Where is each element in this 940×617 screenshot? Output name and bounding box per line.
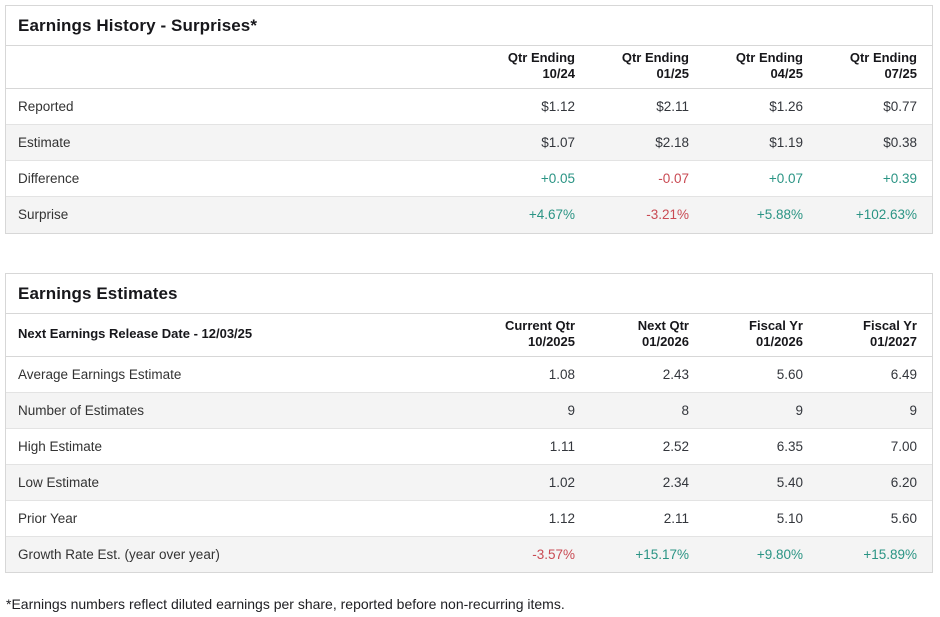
cell-value: 6.35 bbox=[704, 428, 818, 465]
earnings_estimates-column-header: Current Qtr 10/2025 bbox=[476, 313, 590, 357]
earnings_estimates-column-header: Next Qtr 01/2026 bbox=[590, 313, 704, 357]
cell-value: 1.08 bbox=[476, 356, 590, 393]
table-row: Growth Rate Est. (year over year) -3.57% +… bbox=[6, 536, 932, 572]
earnings-history-title: Earnings History - Surprises* bbox=[6, 6, 932, 46]
earnings-history-card: Earnings History - Surprises* Qtr Ending… bbox=[5, 5, 933, 234]
cell-value: 9 bbox=[818, 392, 932, 429]
cell-value: 1.11 bbox=[476, 428, 590, 465]
earnings_history-column-header: Qtr Ending 07/25 bbox=[818, 46, 932, 89]
table-row: Surprise +4.67% -3.21% +5.88% +102.63% bbox=[6, 196, 932, 233]
earnings_history-column-header: Qtr Ending 04/25 bbox=[704, 46, 818, 89]
earnings-estimates-title: Earnings Estimates bbox=[6, 274, 932, 314]
column-header-line2: 10/2025 bbox=[528, 333, 575, 349]
column-header-line1: Qtr Ending bbox=[849, 50, 917, 65]
earnings_estimates-column-header: Fiscal Yr 01/2027 bbox=[818, 313, 932, 357]
cell-value: 5.60 bbox=[704, 356, 818, 393]
cell-value: +15.89% bbox=[863, 546, 917, 562]
row-label: Number of Estimates bbox=[6, 392, 476, 429]
earnings_estimates-header-label: Next Earnings Release Date - 12/03/25 bbox=[6, 313, 476, 357]
column-header-line2: 01/2026 bbox=[642, 333, 689, 349]
column-header-line1: Qtr Ending bbox=[735, 50, 803, 65]
cell-value: -3.21% bbox=[646, 207, 689, 223]
table-row: Low Estimate 1.02 2.34 5.40 6.20 bbox=[6, 464, 932, 501]
row-label: Difference bbox=[6, 160, 476, 197]
cell-value: +0.39 bbox=[818, 160, 932, 197]
column-header-line2: 01/2027 bbox=[870, 333, 917, 349]
column-header-line2: 01/25 bbox=[656, 66, 689, 81]
cell-value: -3.57% bbox=[532, 546, 575, 562]
cell-value: 2.52 bbox=[590, 428, 704, 465]
cell-value: $1.12 bbox=[476, 88, 590, 125]
cell-value: +4.67% bbox=[528, 207, 575, 223]
cell-value: +9.80% bbox=[756, 546, 803, 562]
row-label: Average Earnings Estimate bbox=[6, 356, 476, 393]
cell-value: 5.60 bbox=[818, 500, 932, 537]
cell-value: $2.18 bbox=[590, 124, 704, 161]
earnings-estimates-table: Next Earnings Release Date - 12/03/25 Cur… bbox=[6, 313, 932, 572]
cell-value: $2.11 bbox=[590, 88, 704, 125]
cell-value: $1.19 bbox=[704, 124, 818, 161]
column-header-line2: 10/24 bbox=[542, 66, 575, 81]
earnings_estimates-header-row: Next Earnings Release Date - 12/03/25 Cur… bbox=[6, 313, 932, 357]
earnings_history-header-row: Qtr Ending 10/24 Qtr Ending 01/25 Qtr Ending… bbox=[6, 46, 932, 89]
cell-value: 1.02 bbox=[476, 464, 590, 501]
cell-value: 2.34 bbox=[590, 464, 704, 501]
table-row: Reported $1.12 $2.11 $1.26 $0.77 bbox=[6, 88, 932, 125]
column-header-line1: Next Qtr bbox=[637, 317, 689, 333]
column-header-line1: Fiscal Yr bbox=[863, 317, 917, 333]
column-header-line1: Current Qtr bbox=[504, 317, 575, 333]
cell-value: -0.07 bbox=[590, 160, 704, 197]
row-label: Estimate bbox=[6, 124, 476, 161]
earnings-footnote: *Earnings numbers reflect diluted earnin… bbox=[6, 596, 565, 612]
cell-value: $0.38 bbox=[818, 124, 932, 161]
cell-value: 1.12 bbox=[476, 500, 590, 537]
row-label: Surprise bbox=[18, 207, 69, 223]
cell-value: 5.40 bbox=[704, 464, 818, 501]
cell-value: 8 bbox=[590, 392, 704, 429]
cell-value: 9 bbox=[476, 392, 590, 429]
column-header-line2: 01/2026 bbox=[756, 333, 803, 349]
row-label: Prior Year bbox=[6, 500, 476, 537]
row-label: Reported bbox=[6, 88, 476, 125]
cell-value: +5.88% bbox=[756, 207, 803, 223]
cell-value: 9 bbox=[704, 392, 818, 429]
cell-value: +0.05 bbox=[476, 160, 590, 197]
cell-value: 2.43 bbox=[590, 356, 704, 393]
cell-value: $0.77 bbox=[818, 88, 932, 125]
cell-value: +15.17% bbox=[635, 546, 689, 562]
earnings_history-header-label bbox=[6, 46, 476, 89]
cell-value: 2.11 bbox=[590, 500, 704, 537]
column-header-line2: 04/25 bbox=[770, 66, 803, 81]
cell-value: 7.00 bbox=[818, 428, 932, 465]
earnings-history-table: Qtr Ending 10/24 Qtr Ending 01/25 Qtr Ending… bbox=[6, 46, 932, 233]
earnings_history-column-header: Qtr Ending 10/24 bbox=[476, 46, 590, 89]
cell-value: $1.07 bbox=[476, 124, 590, 161]
table-row: Number of Estimates 9 8 9 9 bbox=[6, 392, 932, 429]
cell-value: 5.10 bbox=[704, 500, 818, 537]
table-row: Average Earnings Estimate 1.08 2.43 5.60 6.4… bbox=[6, 356, 932, 393]
table-row: Difference +0.05 -0.07 +0.07 +0.39 bbox=[6, 160, 932, 197]
earnings-estimates-card: Earnings Estimates Next Earnings Release… bbox=[5, 272, 933, 573]
earnings_estimates-column-header: Fiscal Yr 01/2026 bbox=[704, 313, 818, 357]
cell-value: 6.20 bbox=[818, 464, 932, 501]
table-row: High Estimate 1.11 2.52 6.35 7.00 bbox=[6, 428, 932, 465]
row-label: Low Estimate bbox=[6, 464, 476, 501]
row-label: High Estimate bbox=[6, 428, 476, 465]
row-label: Growth Rate Est. (year over year) bbox=[18, 546, 220, 562]
column-header-line1: Qtr Ending bbox=[621, 50, 689, 65]
column-header-line1: Qtr Ending bbox=[507, 50, 575, 65]
cell-value: $1.26 bbox=[704, 88, 818, 125]
table-row: Prior Year 1.12 2.11 5.10 5.60 bbox=[6, 500, 932, 537]
column-header-line1: Fiscal Yr bbox=[749, 317, 803, 333]
earnings_history-column-header: Qtr Ending 01/25 bbox=[590, 46, 704, 89]
cell-value: +102.63% bbox=[855, 207, 917, 223]
cell-value: +0.07 bbox=[704, 160, 818, 197]
cell-value: 6.49 bbox=[818, 356, 932, 393]
table-row: Estimate $1.07 $2.18 $1.19 $0.38 bbox=[6, 124, 932, 161]
column-header-line2: 07/25 bbox=[884, 66, 917, 81]
